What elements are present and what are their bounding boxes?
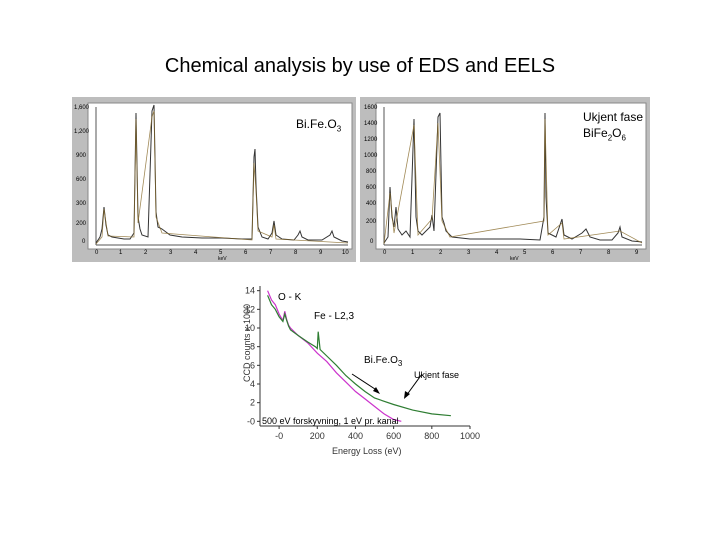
eds-right-x-label: keV [510,256,519,262]
eds-right-x-tick-9: 9 [635,250,639,256]
eds-left-x-tick-4: 4 [194,250,198,256]
eels-plot: -0 2 4 6 8 10 12 14 -0 200 400 600 800 1000 [245,284,480,441]
eels-y-tick-label: 10 [245,323,255,333]
eds-left-x-tick-8: 8 [294,250,298,256]
eels-annotation-bifeo3: Bi.Fe.O3 [364,355,403,368]
eels-x-tick-label: 800 [424,431,439,441]
eds-right-plot [375,102,647,250]
eds-spectrum-left: 1,600 1,200 900 600 300 200 0 0 1 2 3 4 … [72,97,356,262]
eds-left-x-tick-5: 5 [219,250,223,256]
eels-annotation-ukjent: Ukjent fase [414,370,460,380]
eds-right-phase-label-formula: BiFe2O6 [583,126,626,143]
eds-left-y-tick-1: 1,200 [74,129,90,135]
eds-right-y-tick-3: 1000 [364,153,378,159]
eds-right-y-tick-4: 800 [366,169,377,175]
eels-series-line-0 [267,290,402,422]
eds-left-phase-label: Bi.Fe.O3 [296,117,342,134]
eds-left-y-tick-5: 200 [76,221,87,227]
eds-left-plot [87,102,353,250]
eds-right-y-tick-6: 400 [366,201,377,207]
eds-right-x-tick-4: 4 [495,250,499,256]
eds-left-x-tick-2: 2 [144,250,148,256]
eels-x-tick-label: 1000 [460,431,480,441]
eels-x-tick-label: 600 [386,431,401,441]
eds-left-x-tick-7: 7 [269,250,273,256]
eels-y-tick-label: -0 [247,416,255,426]
eds-right-x-tick-1: 1 [411,250,415,256]
eds-right-x-tick-2: 2 [439,250,443,256]
eels-xlabel: Energy Loss (eV) [332,446,402,456]
slide-title: Chemical analysis by use of EDS and EELS [164,55,556,77]
eds-left-x-tick-0: 0 [95,250,99,256]
eels-y-tick-label: 6 [250,360,255,370]
eels-y-tick-label: 8 [250,342,255,352]
eds-left-y-tick-0: 1,600 [74,105,90,111]
eds-right-x-tick-5: 5 [523,250,527,256]
eels-x-tick-label: 400 [348,431,363,441]
eds-left-y-tick-3: 600 [76,177,87,183]
eds-right-x-tick-8: 8 [607,250,611,256]
eels-plot-panel: -0 2 4 6 8 10 12 14 -0 200 400 600 800 1000 CCD count… [230,278,480,460]
eds-right-x-tick-0: 0 [383,250,387,256]
eds-left-x-tick-3: 3 [169,250,173,256]
eels-y-tick-label: 4 [250,379,255,389]
eels-y-tick-label: 12 [245,304,255,314]
eds-right-x-tick-3: 3 [467,250,471,256]
eds-left-y-tick-2: 900 [76,153,87,159]
eels-y-tick-label: 2 [250,398,255,408]
eds-right-phase-label-line1: Ukjent fase [583,110,644,124]
eds-right-y-tick-2: 1200 [364,137,378,143]
eds-left-x-label: keV [218,256,227,262]
eels-y-tick-label: 14 [245,286,255,296]
eds-left-y-tick-4: 300 [76,201,87,207]
eds-left-x-tick-6: 6 [244,250,248,256]
eds-right-y-tick-1: 1400 [364,121,378,127]
eels-annotation-o-k: O - K [278,292,302,303]
eels-annotation-fe-l: Fe - L2,3 [314,311,355,322]
eels-series-line-1 [267,295,451,417]
eels-x-tick-label: 200 [310,431,325,441]
eds-right-y-tick-8: 0 [370,239,374,245]
eds-right-y-tick-5: 600 [366,185,377,191]
eels-ylabel: CCD counts x 1000 [242,303,252,383]
eels-x-tick-label: -0 [275,431,283,441]
eds-spectrum-right: 1600 1400 1200 1000 800 600 400 200 0 0 … [360,97,650,262]
eds-right-y-tick-0: 1600 [364,105,378,111]
eds-left-x-tick-10: 10 [342,250,349,256]
eels-annotation-shift-note: 500 eV forskyvning, 1 eV pr. kanal [262,416,399,426]
eds-right-y-tick-7: 200 [366,219,377,225]
eds-left-x-tick-1: 1 [119,250,123,256]
eds-left-y-tick-6: 0 [82,239,86,245]
eds-right-x-tick-6: 6 [551,250,555,256]
eds-left-x-tick-9: 9 [319,250,323,256]
eds-right-x-tick-7: 7 [579,250,583,256]
